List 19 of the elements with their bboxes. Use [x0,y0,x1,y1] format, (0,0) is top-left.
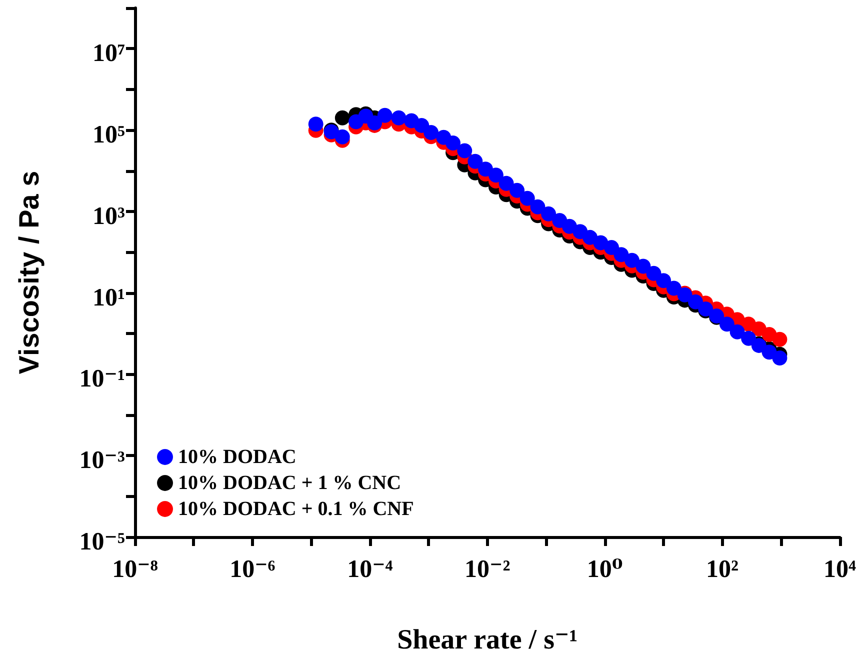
x-tick-label: 10² [706,556,739,583]
x-tick-label: 10⁻⁴ [347,556,394,583]
x-tick-label: 10⁻⁶ [230,556,276,583]
y-tick-label: 10⁻³ [79,447,125,474]
y-tick-label: 10⁵ [92,122,125,149]
y-tick-label: 10⁻⁵ [79,528,125,556]
y-tick-label: 10³ [92,202,125,230]
x-tick-label: 10⁻² [464,556,510,583]
legend-label: 10% DODAC + 0.1 % CNF [178,498,414,520]
x-tick-label: 10⁻⁸ [112,556,158,583]
legend-label: 10% DODAC + 1 % CNC [178,472,402,494]
y-tick-label: 10⁷ [92,40,125,68]
y-tick-label: 10⁻¹ [79,366,125,393]
x-tick-label: 10⁴ [824,556,856,583]
y-axis-title: Viscosity / Pa s [14,170,44,374]
legend-label: 10% DODAC [178,446,296,468]
x-axis-title: Shear rate / s⁻¹ [397,624,578,656]
y-tick-label: 10¹ [92,284,125,312]
x-tick-label: 10⁰ [586,556,623,583]
